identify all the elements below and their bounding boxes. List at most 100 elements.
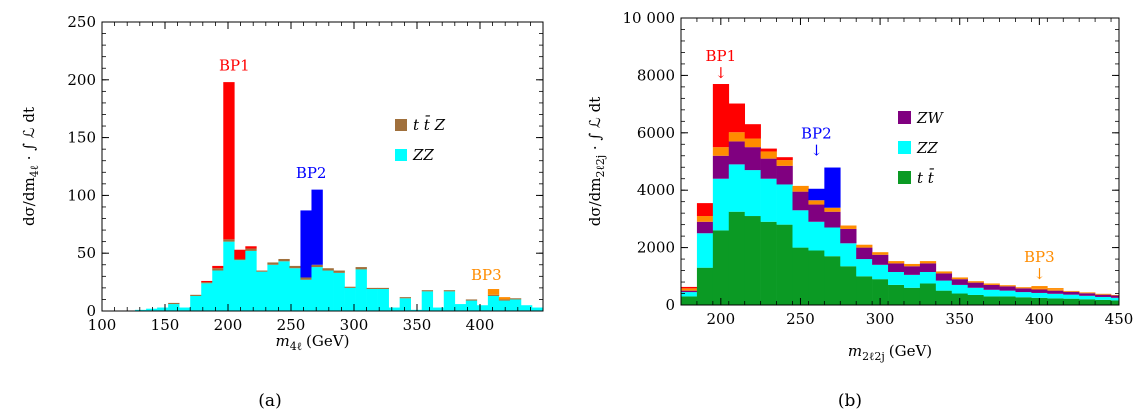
bar-tt-18	[967, 294, 984, 305]
bar-tt-27	[1111, 300, 1120, 305]
bar-zz-34	[476, 305, 489, 311]
bar-ttz-37	[509, 298, 522, 300]
bar-zz-8	[808, 221, 825, 251]
bar-bp2-9	[824, 167, 841, 208]
y-tick-label: 250	[67, 13, 96, 31]
bar-bp3-23	[1047, 288, 1064, 290]
bar-zz-9	[824, 227, 841, 257]
bar-zz-0	[681, 292, 698, 297]
bar-zz-24	[366, 289, 378, 311]
y-tick-label: 2000	[637, 239, 675, 257]
bar-bp1-11	[223, 82, 235, 240]
y-axis-label-sub: 4ℓ	[28, 165, 41, 177]
bar-orange-22	[1031, 288, 1048, 290]
legend-label-ttz: t t̄ Z	[413, 116, 446, 134]
bar-tt-20	[999, 296, 1016, 305]
bar-ttz-13	[245, 248, 257, 251]
bar-zz-3	[135, 309, 147, 311]
bar-orange-23	[1047, 289, 1064, 291]
bar-zz-27	[1111, 297, 1120, 301]
bar-orange-14	[903, 263, 921, 267]
bar-zz-22	[1031, 292, 1048, 298]
y-tick-label: 4000	[637, 181, 675, 199]
bar-orange-13	[888, 261, 905, 264]
chart-panel-a: 100 150 200 250 300 350 400050100150200250m4ℓ(…	[20, 13, 544, 411]
bar-zw-12	[872, 254, 889, 265]
bar-bp1-4	[744, 124, 761, 139]
bar-zz-26	[388, 307, 400, 311]
bar-zz-14	[903, 274, 921, 288]
bar-bp2-18	[300, 210, 312, 278]
bar-tt-15	[919, 283, 937, 305]
bar-zz-33	[465, 300, 478, 311]
bar-zz-21	[333, 272, 345, 311]
bar-zw-16	[935, 273, 953, 281]
bar-orange-1	[696, 216, 714, 222]
bar-bp1-0	[681, 286, 698, 289]
bar-zw-7	[792, 191, 809, 211]
bar-orange-24	[1063, 290, 1080, 292]
bar-zz-15	[919, 271, 937, 284]
bar-ttz-10	[212, 268, 224, 271]
x-axis-label: m2ℓ2j (GeV)	[848, 342, 932, 363]
bar-ttz-29	[421, 290, 434, 292]
y-tick-label: 6000	[637, 124, 675, 142]
bar-zz-4	[146, 308, 158, 311]
legend-swatch-ttz	[395, 119, 407, 131]
bar-zz-26	[1095, 296, 1112, 300]
y-tick-label: 8000	[637, 66, 675, 84]
bar-zw-26	[1095, 294, 1112, 297]
bar-ttz-11	[223, 239, 235, 242]
annotation-bp3: BP3	[1024, 248, 1055, 266]
bar-ttz-16	[278, 258, 290, 262]
x-axis-label-unit: (GeV)	[889, 342, 932, 360]
x-tick-label: 400	[466, 316, 495, 334]
bar-zz-17	[289, 268, 301, 311]
x-tick-label: 250	[277, 316, 306, 334]
bar-orange-27	[1111, 294, 1120, 296]
bar-zw-0	[681, 290, 698, 293]
bar-zw-21	[1015, 288, 1032, 293]
bar-zz-13	[888, 271, 905, 285]
annotation-bp1: BP1	[705, 47, 736, 65]
bar-bp1-9	[201, 280, 213, 283]
bar-zz-2	[712, 178, 730, 231]
chart-panel-b: 200 250 300 350 400 450 0 2000 4000 6000 8000 10 00…	[586, 9, 1133, 411]
bar-ttz-8	[190, 294, 202, 296]
bar-zw-22	[1031, 289, 1048, 293]
bar-zz-25	[377, 289, 389, 311]
bar-orange-19	[983, 283, 1000, 285]
bar-zz-29	[421, 291, 434, 311]
bar-ttz-25	[377, 287, 389, 290]
bar-zz-31	[443, 291, 456, 311]
bar-tt-14	[903, 287, 921, 305]
bar-zz-5	[157, 307, 169, 311]
bar-bp1-3	[728, 103, 746, 133]
bar-bp1-6	[776, 157, 793, 161]
bar-tt-16	[935, 290, 953, 305]
annotation-arrow-bp2: ↓	[810, 142, 823, 160]
bar-bp3-36	[498, 297, 511, 300]
legend-swatch-zw	[898, 111, 911, 124]
bar-tt-7	[792, 247, 809, 305]
bar-tt-1	[696, 267, 714, 305]
bar-ttz-23	[355, 267, 367, 270]
plot-frame	[101, 21, 544, 312]
bar-orange-6	[776, 160, 793, 166]
legend-label-zz: ZZ	[412, 146, 434, 164]
y-axis-label-main: dσ/dm	[586, 178, 604, 227]
annotation-bp2: BP2	[296, 164, 327, 182]
bar-bp1-12	[234, 249, 246, 259]
bar-zw-10	[840, 228, 857, 244]
bars	[135, 82, 544, 311]
bar-orange-9	[824, 207, 841, 212]
bar-orange-26	[1095, 293, 1112, 295]
bar-zz-22	[344, 287, 356, 311]
bar-zz-6	[168, 304, 180, 311]
bar-orange-18	[967, 281, 984, 283]
bar-zz-30	[432, 307, 445, 311]
annotation-arrow-bp3: ↓	[1033, 265, 1046, 283]
bar-zw-9	[824, 211, 841, 228]
plot-frame	[680, 17, 1120, 306]
